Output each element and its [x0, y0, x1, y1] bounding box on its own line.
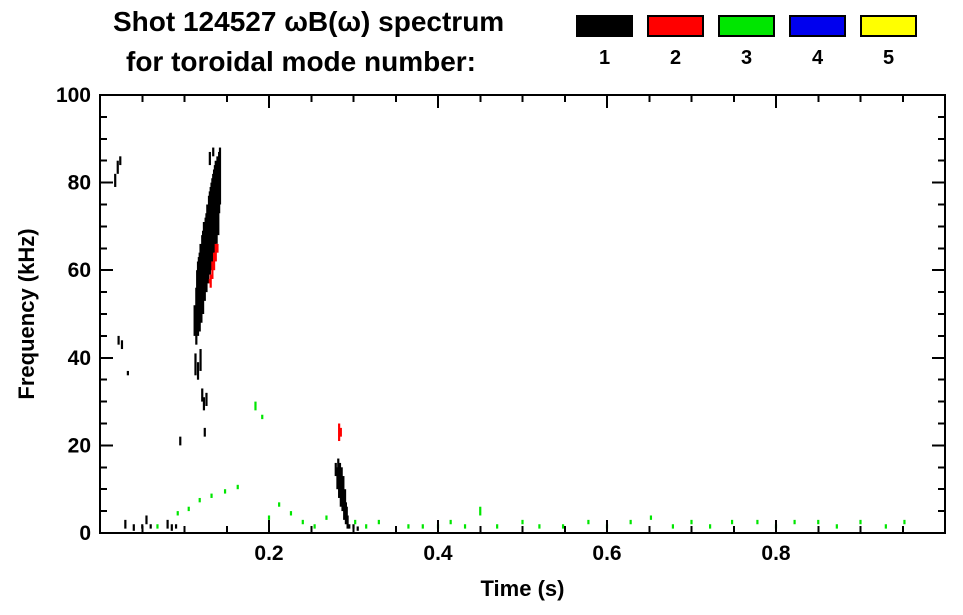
- legend-swatch-mode-1: [576, 15, 633, 37]
- series-mode-2: [208, 243, 342, 442]
- y-tick-label: 40: [68, 347, 91, 370]
- x-tick-label: 0.8: [761, 542, 791, 565]
- figure-title-line1: Shot 124527 ωB(ω) spectrum: [113, 6, 505, 37]
- x-tick-label: 0.4: [423, 542, 453, 565]
- tick-labels: 0 20 40 60 80 100 0.2 0.4 0.6 0.8: [56, 84, 791, 565]
- legend-label-mode-1: 1: [598, 47, 611, 69]
- y-tick-label: 100: [56, 84, 91, 107]
- series-mode-1: [114, 147, 359, 531]
- axes-layer: [99, 94, 946, 534]
- y-tick-label: 0: [79, 522, 91, 545]
- legend-swatch-mode-4: [789, 15, 846, 37]
- legend-label-mode-3: 3: [740, 47, 753, 69]
- mode-legend: 1 2 3 4 5: [576, 15, 917, 68]
- y-tick-label: 80: [68, 172, 91, 195]
- legend-label-mode-2: 2: [669, 47, 682, 69]
- legend-label-mode-4: 4: [811, 47, 824, 69]
- x-tick-label: 0.6: [592, 542, 621, 565]
- x-tick-label: 0.2: [254, 542, 283, 565]
- legend-swatch-mode-3: [718, 15, 775, 37]
- legend-swatch-mode-5: [860, 15, 917, 37]
- x-axis-label: Time (s): [480, 576, 565, 601]
- figure-title-line2: for toroidal mode number:: [126, 46, 476, 77]
- y-axis-label: Frequency (kHz): [14, 228, 39, 400]
- legend-label-mode-5: 5: [882, 47, 895, 69]
- legend-swatch-mode-2: [647, 15, 704, 37]
- plot-frame: [99, 94, 946, 534]
- series-mode-3: [156, 401, 906, 529]
- series-layer: [114, 147, 906, 531]
- y-tick-label: 20: [68, 434, 91, 457]
- y-tick-label: 60: [68, 259, 91, 282]
